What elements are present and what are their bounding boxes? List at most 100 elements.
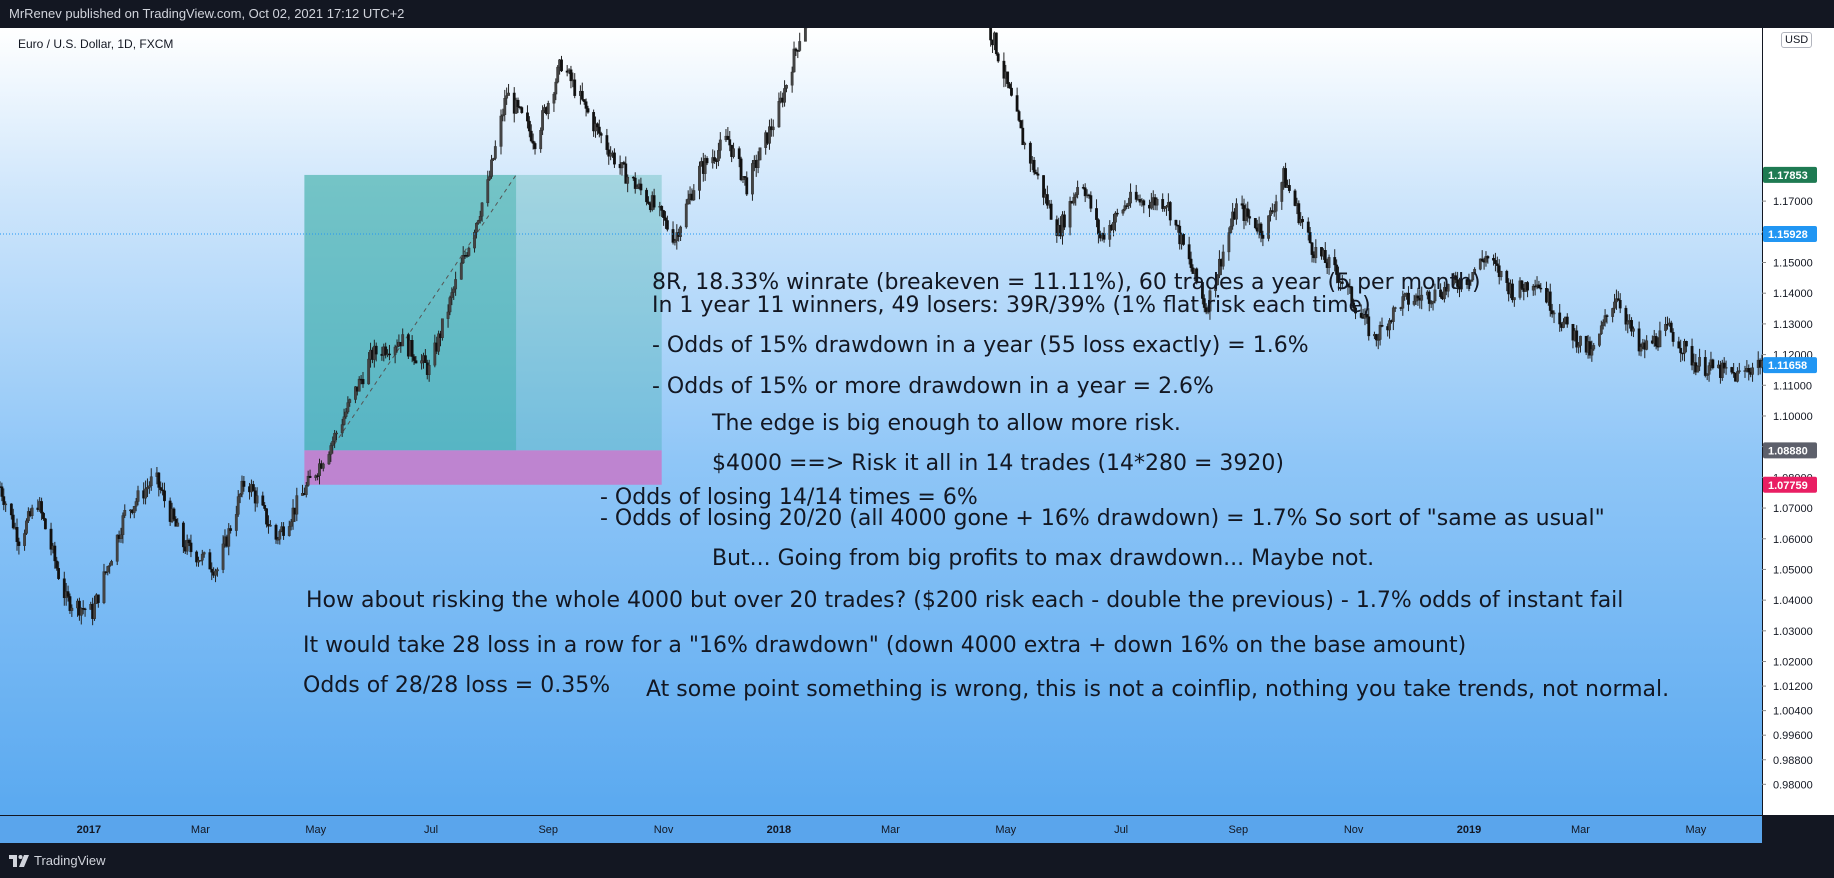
candle	[743, 176, 747, 186]
candle-body-down	[996, 53, 1000, 62]
candle	[11, 508, 15, 530]
candle	[1346, 282, 1350, 295]
candle-body-down	[1407, 292, 1410, 305]
time-ticks: 2017 Mar May Jul Sep Nov 2018 Mar May Jul Sep Nov 20…	[77, 824, 1707, 836]
candle	[62, 571, 66, 606]
price-label: 1.08880	[1763, 442, 1817, 459]
candle-body-up	[221, 543, 225, 570]
tradingview-logo-icon[interactable]	[9, 855, 31, 867]
candle	[1352, 298, 1356, 310]
annotation-line-2: In 1 year 11 winners, 49 losers: 39R/39%…	[652, 293, 1371, 318]
candle-body-down	[172, 508, 176, 520]
candle	[393, 344, 397, 364]
candle	[1374, 333, 1378, 347]
candle-body-down	[1062, 214, 1066, 228]
candle	[1246, 201, 1250, 223]
annotation-line-9: But... Going from big profits to max dra…	[712, 546, 1375, 571]
candle	[526, 105, 529, 129]
candle-body-up	[1221, 251, 1225, 267]
candle-body-down	[715, 160, 718, 162]
candle	[1259, 222, 1263, 243]
candle	[1015, 87, 1019, 112]
chart-frame[interactable]: 0.98000 0.98800 0.99600 1.00400 1.01200 1.020…	[0, 28, 1834, 844]
candle	[1391, 305, 1395, 331]
currency-button[interactable]: USD	[1781, 32, 1813, 48]
candle	[1494, 252, 1497, 272]
annotation-line-5: The edge is big enough to allow more ris…	[712, 411, 1181, 436]
candle	[503, 89, 507, 122]
candle	[1293, 188, 1297, 207]
candle	[289, 518, 293, 531]
tradingview-brand[interactable]: TradingView	[34, 853, 106, 868]
candle-body-down	[737, 148, 741, 160]
candle	[1575, 325, 1579, 353]
position-tool	[304, 174, 662, 485]
candle-body-down	[526, 112, 529, 122]
candle	[1240, 195, 1244, 210]
candle	[159, 481, 163, 494]
candle-body-down	[739, 158, 743, 181]
candle	[70, 604, 74, 617]
time-tick-label: May	[1685, 824, 1706, 836]
candle-body-down	[1630, 320, 1633, 332]
candle	[541, 105, 544, 136]
time-tick-label: Jul	[424, 824, 438, 836]
candle-body-up	[1208, 290, 1212, 312]
candle-body-down	[533, 143, 537, 150]
candle	[703, 154, 707, 181]
candle	[1216, 274, 1219, 286]
candle	[1460, 277, 1463, 293]
candle-body-down	[1102, 233, 1106, 240]
candle	[1267, 215, 1270, 242]
candle-body-up	[692, 190, 696, 201]
candle-body-down	[1115, 212, 1119, 215]
candle-body-down	[624, 163, 628, 184]
candle	[626, 174, 630, 193]
time-scale[interactable]	[0, 815, 1762, 844]
annotation-line-6: $4000 ==> Risk it all in 14 trades (14*2…	[712, 451, 1284, 476]
candle	[790, 66, 794, 93]
candle-body-up	[503, 98, 507, 115]
candle	[599, 131, 603, 144]
candle	[1401, 290, 1405, 316]
candle	[1354, 305, 1357, 320]
candle-body-up	[132, 506, 136, 513]
candle	[1598, 333, 1601, 348]
candle-body-up	[331, 441, 335, 446]
candle	[771, 119, 775, 137]
time-tick-label: Mar	[881, 824, 900, 836]
candle	[686, 190, 690, 205]
candle-body-up	[342, 416, 346, 425]
candle	[240, 475, 244, 498]
price-scale[interactable]	[1762, 28, 1834, 815]
candle-body-up	[1626, 321, 1630, 325]
price-label: 1.15928	[1763, 226, 1817, 243]
candle	[1042, 175, 1045, 206]
candle-body-up	[1391, 307, 1395, 322]
candle	[597, 119, 601, 138]
candle-body-up	[1611, 308, 1615, 317]
candle	[586, 105, 590, 114]
plot-area[interactable]	[0, 28, 1762, 815]
candle-body-up	[1592, 345, 1596, 350]
candle	[208, 548, 212, 570]
candle	[713, 150, 717, 164]
candle	[1511, 279, 1514, 303]
candle	[1006, 71, 1010, 89]
candle	[652, 188, 656, 210]
candle	[344, 408, 348, 419]
candle	[573, 73, 577, 99]
candle-body-down	[1006, 71, 1010, 84]
candle-body-down	[989, 28, 993, 41]
candle-body-up	[1155, 199, 1159, 206]
candle	[176, 518, 180, 527]
candle-body-down	[1293, 190, 1297, 206]
candle-body-up	[1108, 225, 1112, 240]
candle-body-up	[1314, 247, 1318, 259]
candle-body-up	[4, 503, 8, 506]
candle	[739, 156, 743, 182]
candle	[348, 398, 352, 407]
candle-body-down	[1002, 60, 1006, 79]
candle	[1206, 305, 1210, 315]
candle-body-up	[1068, 201, 1072, 228]
